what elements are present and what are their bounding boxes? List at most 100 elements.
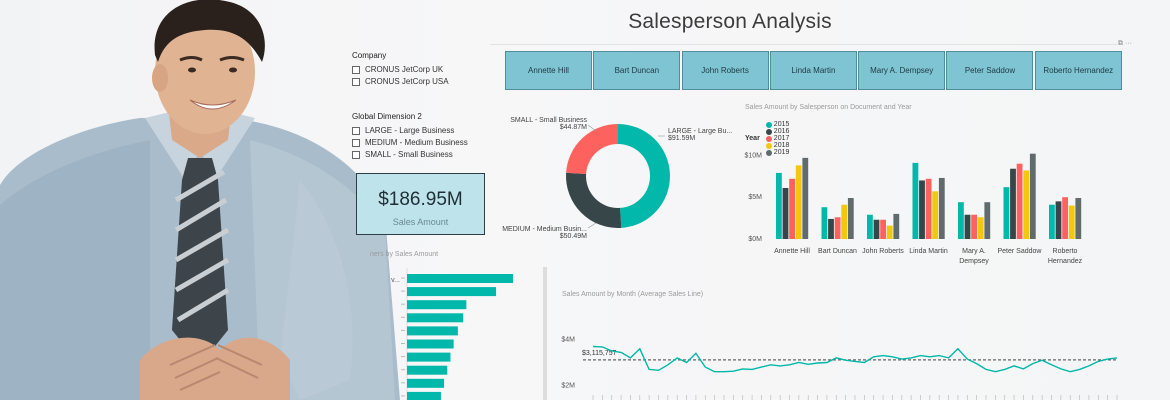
legend-label: 2019 bbox=[773, 149, 790, 156]
legend-item[interactable]: 2019 bbox=[765, 149, 790, 156]
bar bbox=[841, 204, 848, 239]
sales-amount-value: $186.95M bbox=[378, 189, 463, 210]
salesperson-tile[interactable]: Annette Hill bbox=[505, 51, 592, 90]
bar bbox=[407, 391, 441, 400]
category-label: Roberto bbox=[1053, 248, 1078, 255]
salesperson-tile[interactable]: Linda Martin bbox=[769, 51, 857, 90]
legend-label: 2016 bbox=[773, 128, 790, 135]
bar bbox=[912, 162, 919, 239]
company-option-usa[interactable]: CRONUS JetCorp USA bbox=[352, 77, 449, 86]
sales-by-month-line-chart[interactable]: $4M $2M $3,115,757 bbox=[555, 320, 1135, 400]
donut-value-label: $50.49M bbox=[560, 233, 587, 240]
visual-options-icon[interactable]: ⧉ ··· bbox=[1118, 40, 1132, 47]
legend-dot-icon bbox=[765, 121, 772, 128]
company-slicer-header: Company bbox=[352, 51, 387, 60]
bar bbox=[776, 172, 782, 239]
checkbox-icon[interactable] bbox=[352, 77, 360, 86]
donut-slice bbox=[566, 124, 618, 174]
legend-item[interactable]: 2017 bbox=[765, 135, 789, 142]
legend-dot-icon bbox=[765, 142, 772, 149]
bar bbox=[802, 157, 809, 239]
legend-dot-icon bbox=[765, 135, 772, 142]
bar bbox=[919, 180, 925, 239]
checkbox-icon[interactable] bbox=[352, 65, 360, 74]
company-option-label: CRONUS JetCorp UK bbox=[365, 65, 444, 74]
bar bbox=[1062, 197, 1068, 239]
dimension-option-small[interactable]: SMALL - Small Business bbox=[352, 150, 468, 159]
legend-label: 2015 bbox=[773, 121, 790, 128]
donut-value-label: $44.87M bbox=[560, 124, 587, 131]
bar bbox=[1029, 153, 1036, 239]
bar bbox=[407, 274, 513, 283]
dimension-option-label: LARGE - Large Business bbox=[365, 126, 455, 135]
donut-value-label: $91.59M bbox=[668, 135, 695, 142]
legend-dot-icon bbox=[765, 128, 772, 135]
dimension-option-large[interactable]: LARGE - Large Business bbox=[352, 126, 468, 135]
y-tick-label: $10M bbox=[744, 152, 762, 159]
salesperson-tile[interactable]: Peter Saddow bbox=[946, 51, 1034, 90]
bar bbox=[782, 187, 789, 239]
company-option-label: CRONUS JetCorp USA bbox=[365, 77, 449, 86]
divider bbox=[490, 44, 1120, 45]
category-label: Mary A. bbox=[962, 248, 986, 255]
bar bbox=[893, 213, 900, 239]
bar bbox=[958, 202, 964, 239]
donut-label: LARGE - Large Bu... bbox=[668, 128, 732, 135]
donut-leader-line bbox=[587, 222, 597, 229]
bar bbox=[834, 217, 841, 239]
legend-dot-icon bbox=[765, 149, 772, 156]
businessman-photo bbox=[0, 0, 400, 400]
company-slicer: Company CRONUS JetCorp UK CRONUS JetCorp… bbox=[352, 51, 449, 89]
sales-by-salesperson-chart[interactable]: $0M $5M $10M Annette Hill Bart Duncan John Ro… bbox=[740, 140, 1130, 270]
bar bbox=[1075, 198, 1082, 239]
bar bbox=[1049, 204, 1055, 239]
y-tick-label: $0M bbox=[748, 236, 762, 243]
business-size-donut-chart[interactable]: LARGE - Large Bu...$91.59M MEDIUM - Mediu… bbox=[500, 105, 740, 245]
company-option-uk[interactable]: CRONUS JetCorp UK bbox=[352, 65, 449, 74]
sales-amount-card[interactable]: $186.95M Sales Amount bbox=[356, 173, 485, 235]
average-label: $3,115,757 bbox=[582, 350, 617, 357]
category-label: Hernandez bbox=[1048, 258, 1083, 265]
line-chart-title: Sales Amount by Month (Average Sales Lin… bbox=[562, 291, 704, 298]
category-label: Peter Saddow bbox=[998, 248, 1043, 255]
bar bbox=[925, 178, 932, 239]
bar bbox=[795, 165, 802, 239]
bar bbox=[984, 202, 991, 239]
donut-slice bbox=[566, 172, 622, 228]
bar bbox=[821, 207, 828, 239]
bar bbox=[407, 300, 467, 310]
category-label: Dempsey bbox=[959, 258, 989, 265]
bar bbox=[407, 339, 454, 349]
bar bbox=[1003, 187, 1010, 239]
bar bbox=[971, 214, 977, 239]
y-tick-label: $4M bbox=[561, 337, 575, 344]
checkbox-icon[interactable] bbox=[352, 150, 360, 159]
year-legend: Year 2015 2016 2017 2018 2019 bbox=[745, 121, 792, 156]
category-label: John Roberts bbox=[862, 248, 904, 255]
salesperson-tile[interactable]: John Roberts bbox=[681, 51, 769, 90]
dimension-slicer: Global Dimension 2 LARGE - Large Busines… bbox=[352, 112, 468, 162]
bar bbox=[977, 217, 984, 239]
dimension-slicer-header: Global Dimension 2 bbox=[352, 112, 422, 121]
customers-by-sales-chart[interactable]: v... bbox=[380, 268, 520, 400]
legend-item[interactable]: 2018 bbox=[765, 142, 789, 149]
legend-item[interactable]: 2016 bbox=[765, 128, 790, 135]
dimension-option-medium[interactable]: MEDIUM - Medium Business bbox=[352, 138, 468, 147]
bar bbox=[880, 219, 886, 239]
dimension-option-label: MEDIUM - Medium Business bbox=[365, 138, 468, 147]
bar bbox=[828, 218, 834, 239]
checkbox-icon[interactable] bbox=[352, 138, 360, 147]
salesperson-tile[interactable]: Mary A. Dempsey bbox=[858, 51, 946, 90]
legend-title: Year bbox=[745, 135, 760, 142]
bar bbox=[932, 191, 939, 239]
bar bbox=[1068, 205, 1075, 239]
bar bbox=[789, 178, 795, 239]
scrollbar[interactable] bbox=[543, 267, 547, 400]
salesperson-tile[interactable]: Roberto Hernandez bbox=[1034, 51, 1122, 90]
bar bbox=[407, 287, 497, 297]
checkbox-icon[interactable] bbox=[352, 126, 360, 135]
sales-amount-label: Sales Amount bbox=[392, 217, 449, 227]
salesperson-tile[interactable]: Bart Duncan bbox=[593, 51, 681, 90]
legend-item[interactable]: 2015 bbox=[765, 121, 790, 128]
category-label: Annette Hill bbox=[774, 248, 810, 255]
